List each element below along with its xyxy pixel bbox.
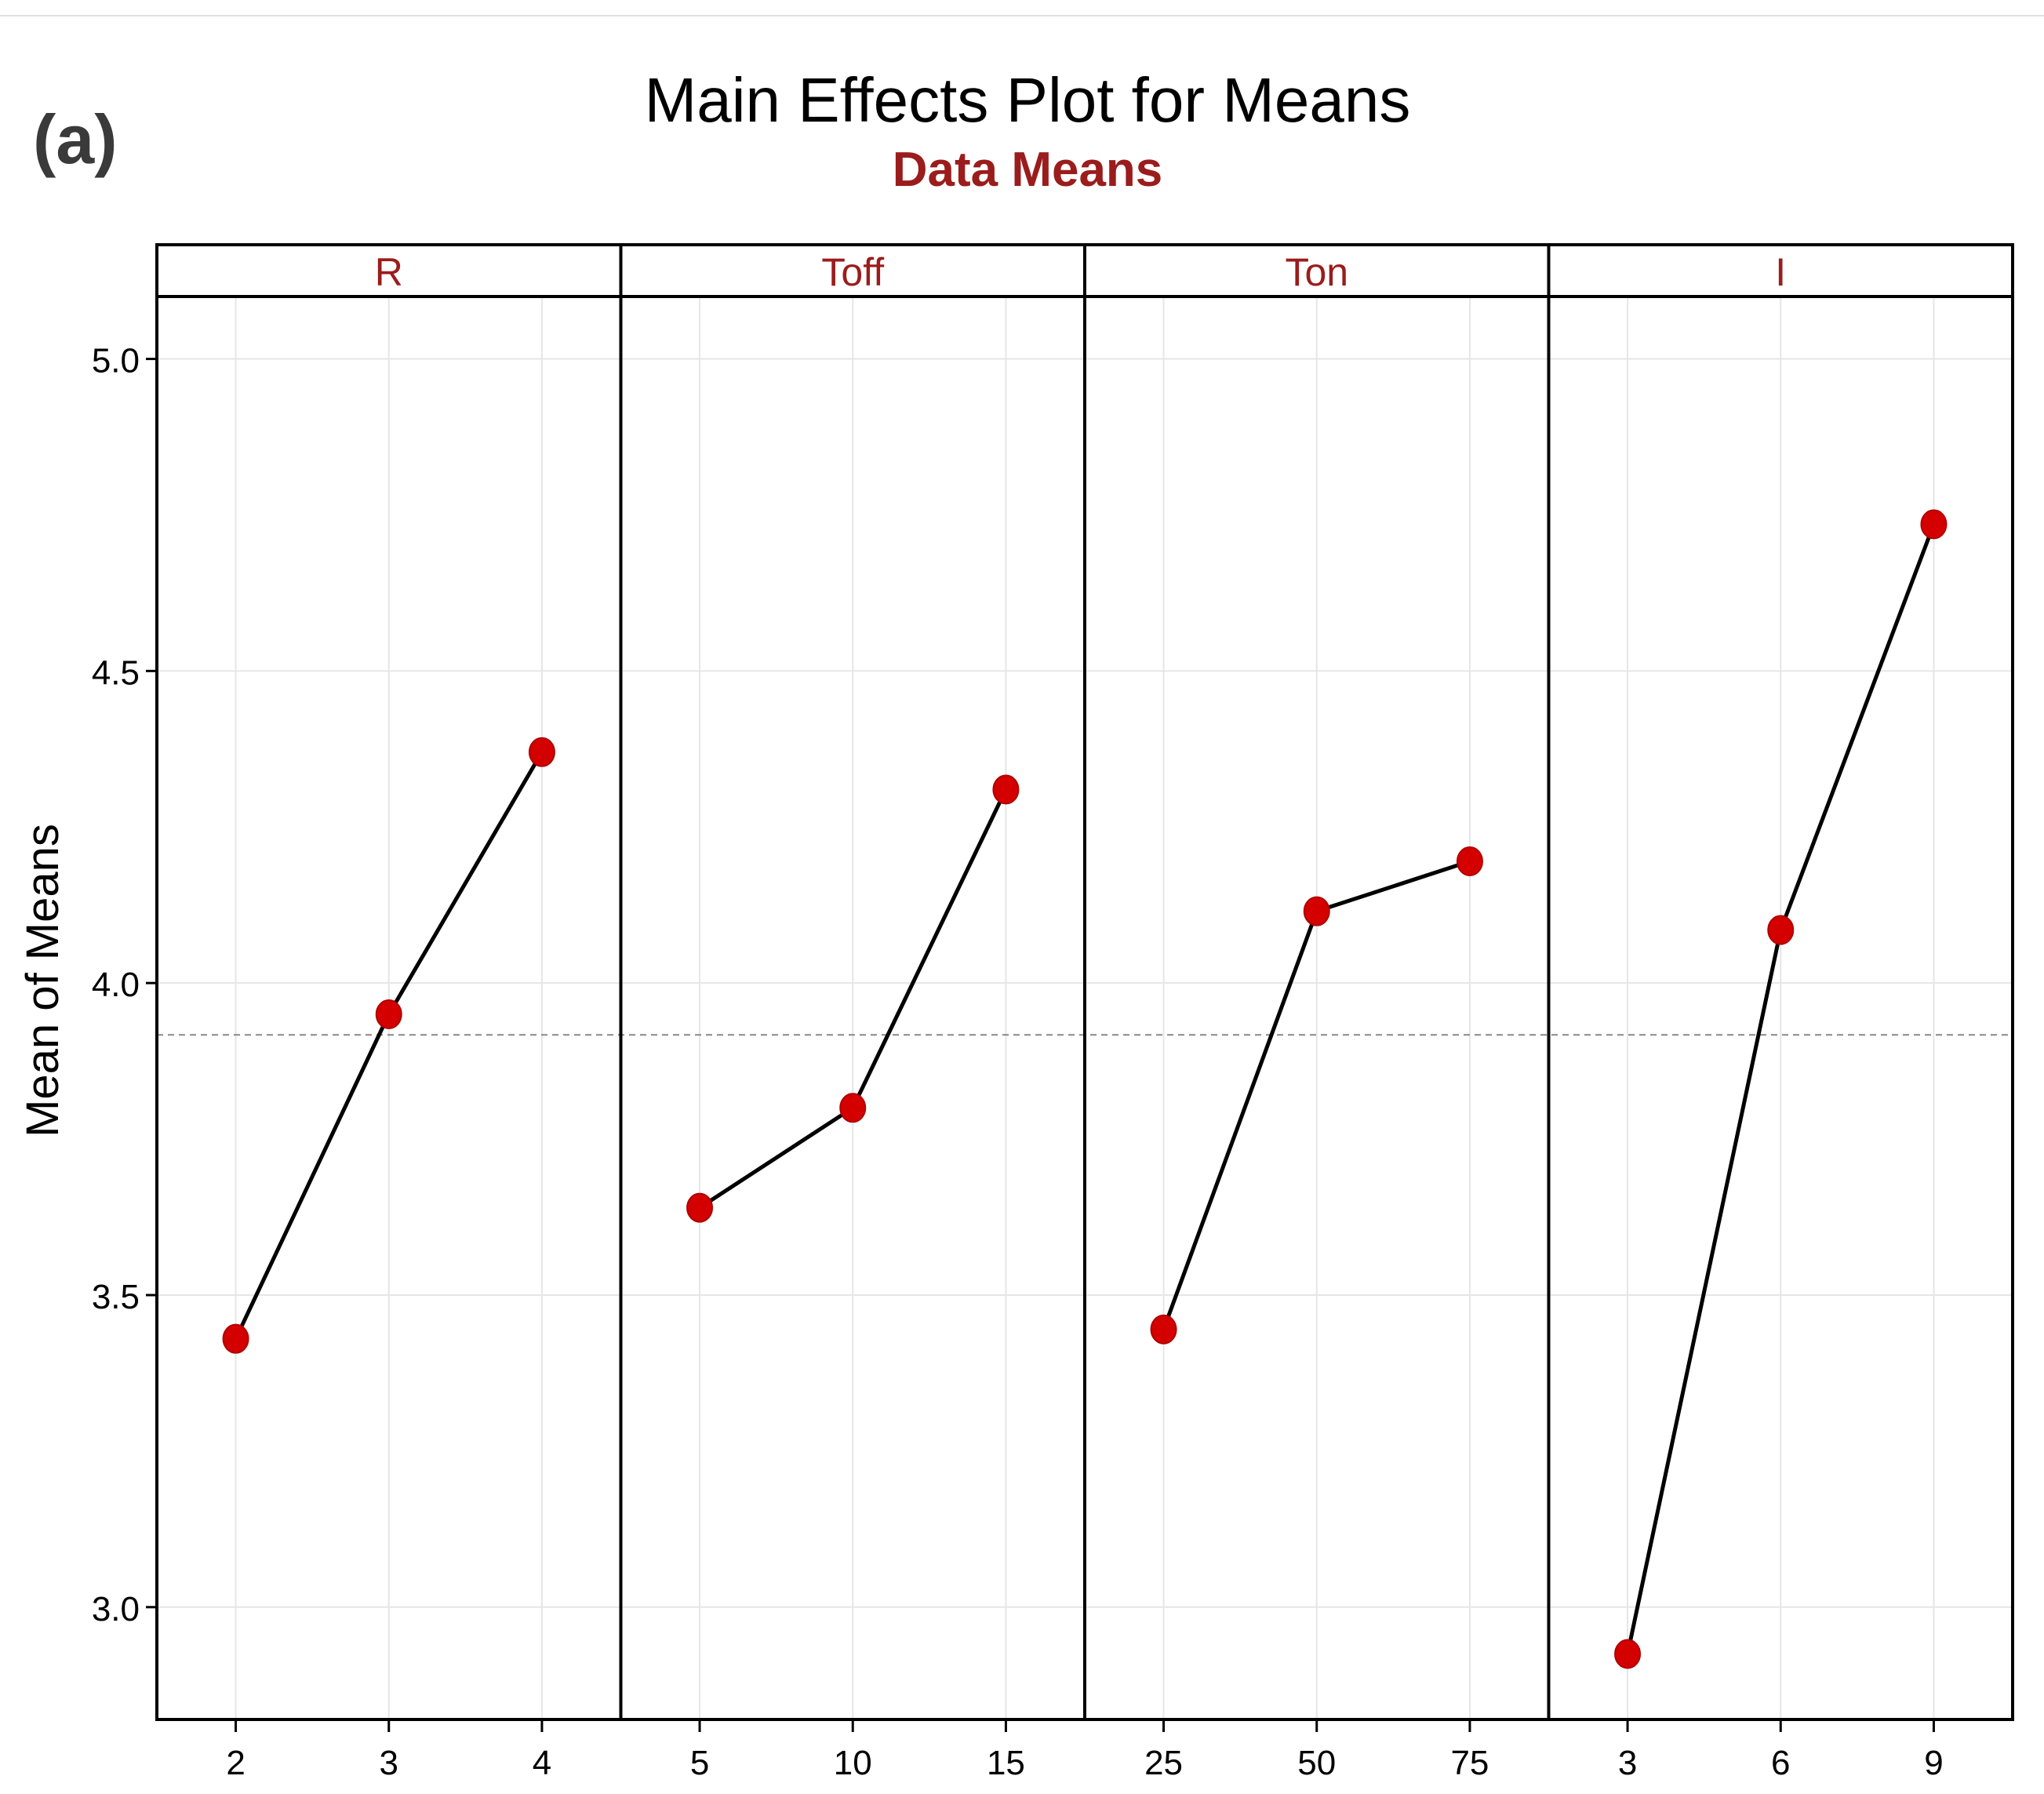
x-tick-label: 3 xyxy=(1618,1744,1637,1782)
chart-subtitle: Data Means xyxy=(893,143,1163,197)
data-point-ton-50 xyxy=(1303,896,1330,926)
x-tick-label: 50 xyxy=(1297,1744,1336,1782)
x-tick-label: 75 xyxy=(1450,1744,1489,1782)
data-point-i-6 xyxy=(1767,915,1795,945)
panels: R 2 3 4 Toff 5 10 15 Ton 25 50 75 I 3 6 9 xyxy=(155,243,2014,1782)
x-tick-label: 25 xyxy=(1144,1744,1183,1782)
data-point-ton-25 xyxy=(1150,1314,1177,1345)
y-axis: 3.0 3.5 4.0 4.5 5.0 xyxy=(92,342,157,1628)
data-point-r-4 xyxy=(528,737,555,767)
x-tick-label: 10 xyxy=(834,1744,872,1782)
data-point-i-9 xyxy=(1920,509,1948,540)
x-tick-label: 6 xyxy=(1771,1744,1790,1782)
x-tick-label: 15 xyxy=(987,1744,1025,1782)
y-axis-label: Mean of Means xyxy=(17,824,68,1137)
x-tick-label: 2 xyxy=(226,1744,245,1782)
y-tick-label: 4.5 xyxy=(92,653,140,692)
x-tick-label: 9 xyxy=(1924,1744,1943,1782)
y-tick-label: 5.0 xyxy=(92,342,140,380)
data-point-i-3 xyxy=(1614,1639,1642,1669)
x-tick-label: 3 xyxy=(380,1744,398,1782)
strip-label-i: I xyxy=(1775,250,1786,294)
data-point-toff-15 xyxy=(992,774,1020,805)
data-point-toff-10 xyxy=(839,1093,867,1123)
y-tick-label: 3.5 xyxy=(92,1278,140,1316)
y-tick-label: 3.0 xyxy=(92,1590,140,1628)
x-tick-label: 5 xyxy=(690,1744,709,1782)
data-point-ton-75 xyxy=(1456,846,1483,877)
y-tick-label: 4.0 xyxy=(92,966,140,1004)
strip-label-ton: Ton xyxy=(1285,250,1348,294)
series-layer xyxy=(222,509,1948,1669)
data-point-r-2 xyxy=(222,1323,249,1354)
chart-title: Main Effects Plot for Means xyxy=(645,65,1411,135)
data-point-r-3 xyxy=(375,999,402,1029)
panel-label: (a) xyxy=(33,100,118,178)
x-tick-label: 4 xyxy=(533,1744,551,1782)
strip-label-toff: Toff xyxy=(821,250,884,294)
data-point-toff-5 xyxy=(686,1192,714,1223)
strip-label-r: R xyxy=(375,250,403,294)
